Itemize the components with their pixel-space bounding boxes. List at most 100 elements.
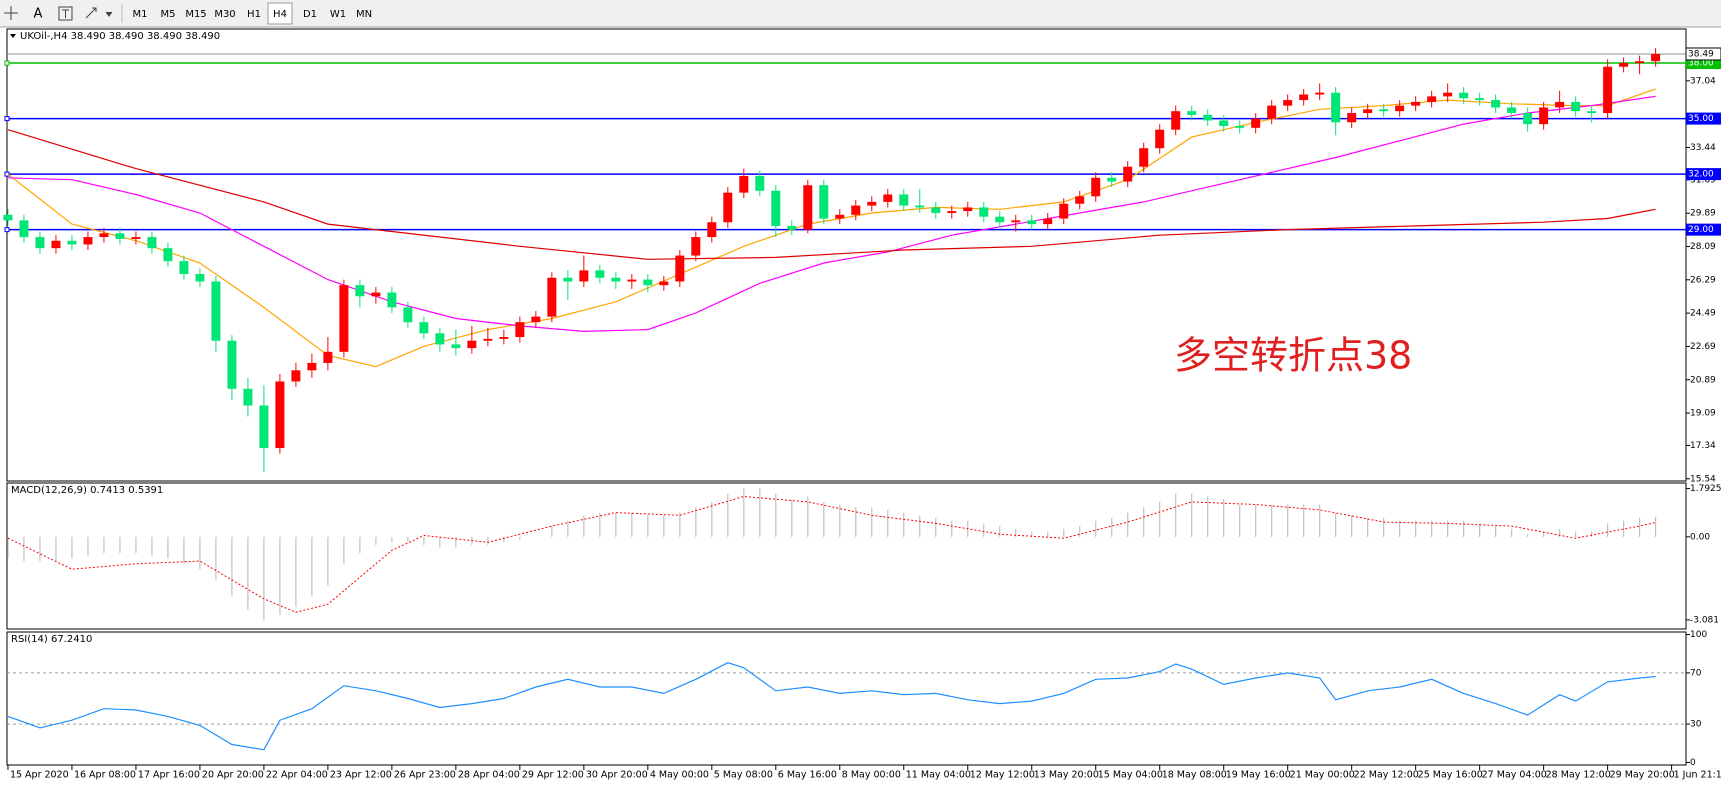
- candle-body: [1523, 113, 1533, 125]
- level-handle: [4, 116, 10, 122]
- main-panel: [6, 28, 1687, 482]
- candle-body: [1107, 177, 1117, 182]
- y-tick-label: -3.081: [1690, 615, 1719, 625]
- candle-body: [1363, 109, 1373, 114]
- candle-body: [1155, 129, 1165, 149]
- timeframe-button[interactable]: H4: [273, 9, 287, 20]
- candle-body: [931, 207, 941, 213]
- crosshair-button[interactable]: [4, 6, 18, 20]
- candle-body: [211, 281, 221, 341]
- x-tick-label: 1 Jun 21:15: [1674, 770, 1721, 781]
- level-label-box: [1686, 57, 1721, 70]
- candle-body: [563, 277, 573, 282]
- timeframe-button[interactable]: D1: [303, 9, 317, 20]
- candle-body: [835, 214, 845, 219]
- timeframe-button[interactable]: M15: [185, 9, 206, 20]
- candle-body: [1219, 120, 1229, 126]
- x-tick-label: 20 Apr 20:00: [202, 770, 264, 781]
- candle-body: [19, 220, 29, 238]
- candle-body: [1443, 92, 1453, 97]
- candle-body: [195, 274, 205, 282]
- candle-body: [787, 225, 797, 230]
- candle-body: [611, 277, 621, 282]
- level-handle: [4, 171, 10, 177]
- candle-body: [819, 185, 829, 219]
- x-tick-label: 6 May 16:00: [778, 770, 837, 781]
- y-tick-label: 37.04: [1690, 76, 1716, 86]
- y-tick-label: 28.09: [1690, 242, 1716, 252]
- candle-body: [1555, 101, 1565, 108]
- candle-body: [867, 201, 877, 206]
- candle-body: [499, 336, 509, 339]
- candle-body: [1635, 61, 1645, 64]
- candle-body: [627, 279, 637, 282]
- candle-body: [1395, 105, 1405, 112]
- x-tick-label: 12 May 12:00: [970, 770, 1035, 781]
- timeframe-button[interactable]: W1: [330, 9, 346, 20]
- x-tick-label: 29 Apr 12:00: [522, 770, 584, 781]
- y-tick-label: 30: [1690, 720, 1702, 730]
- candle-body: [675, 255, 685, 282]
- bid-label: 38.49: [1688, 49, 1714, 59]
- candle-body: [1315, 92, 1325, 95]
- x-tick-label: 28 May 12:00: [1546, 770, 1611, 781]
- candle-body: [851, 205, 861, 215]
- x-tick-label: 15 May 04:00: [1098, 770, 1163, 781]
- y-tick-label: 20.89: [1690, 375, 1716, 385]
- candle-body: [643, 279, 653, 286]
- x-tick-label: 30 Apr 20:00: [586, 770, 648, 781]
- candle-body: [979, 207, 989, 217]
- y-tick-label: 33.44: [1690, 143, 1716, 153]
- candle-body: [1171, 111, 1181, 130]
- timeframe-button[interactable]: MN: [356, 9, 372, 20]
- bid-box: [1685, 47, 1721, 61]
- candle-body: [963, 207, 973, 212]
- candle-body: [915, 205, 925, 208]
- candle-body: [35, 237, 45, 249]
- candle-body: [1459, 92, 1469, 99]
- timeframe-button[interactable]: H1: [247, 9, 261, 20]
- x-tick-label: 29 May 20:00: [1610, 770, 1675, 781]
- x-tick-label: 22 May 12:00: [1354, 770, 1419, 781]
- candle-body: [1075, 196, 1085, 204]
- candle-body: [275, 381, 285, 449]
- candle-body: [1283, 100, 1293, 106]
- candle-body: [723, 192, 733, 223]
- candle-body: [243, 388, 253, 406]
- candle-body: [1091, 177, 1101, 197]
- candle-body: [1571, 101, 1581, 112]
- candle-body: [579, 270, 589, 282]
- candle-body: [707, 222, 717, 238]
- timeframe-button[interactable]: M1: [133, 9, 148, 20]
- arrows-button[interactable]: [85, 7, 113, 19]
- x-tick-label: 5 May 08:00: [714, 770, 773, 781]
- candle-body: [1651, 53, 1661, 62]
- candle-body: [115, 233, 125, 239]
- label-button[interactable]: [58, 6, 73, 21]
- x-tick-label: 17 Apr 16:00: [138, 770, 200, 781]
- svg-text:A: A: [34, 7, 43, 22]
- candle-body: [131, 237, 141, 239]
- candle-body: [467, 340, 477, 349]
- y-tick-label: 15.54: [1690, 474, 1716, 484]
- level-handle: [4, 60, 10, 66]
- candle-body: [1235, 125, 1245, 128]
- candle-body: [1299, 94, 1309, 101]
- candle-body: [739, 175, 749, 193]
- timeframe-button[interactable]: M30: [214, 9, 235, 20]
- timeframe-button[interactable]: M5: [161, 9, 176, 20]
- candle-body: [595, 270, 605, 278]
- x-tick-label: 4 May 00:00: [650, 770, 709, 781]
- text-button[interactable]: A: [34, 7, 43, 22]
- candle-body: [51, 240, 61, 249]
- y-tick-label: 24.49: [1690, 309, 1716, 319]
- level-label-box: [1686, 112, 1721, 125]
- candle-body: [755, 175, 765, 191]
- candle-body: [771, 190, 781, 226]
- title-menu-arrow[interactable]: [10, 34, 16, 38]
- candle-body: [179, 261, 189, 275]
- candle-body: [1043, 218, 1053, 225]
- moving-average: [7, 129, 1656, 260]
- candle-body: [1267, 105, 1277, 119]
